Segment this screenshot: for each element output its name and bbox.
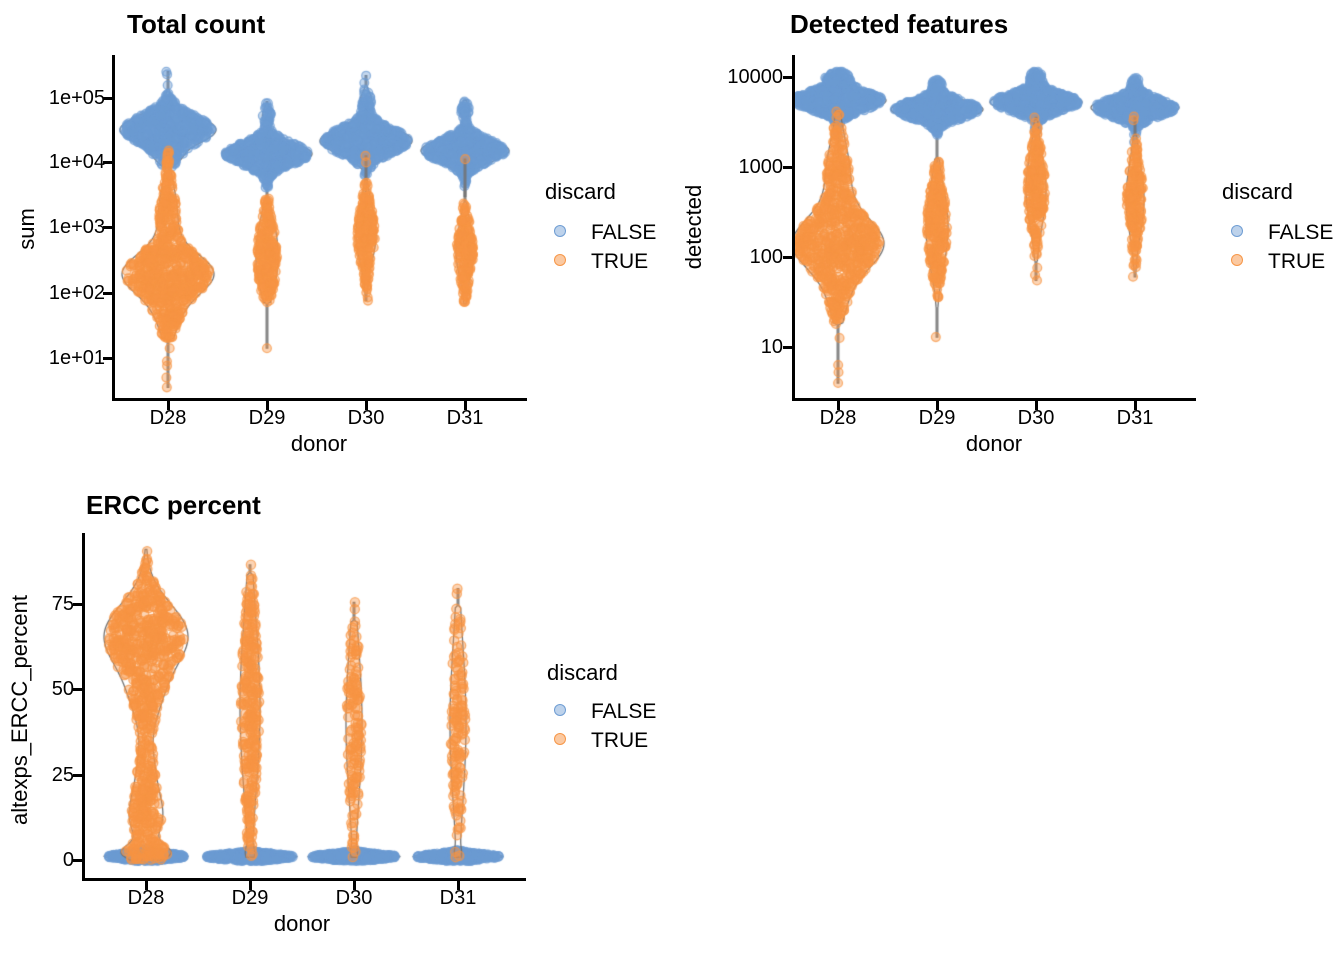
y-axis-line — [792, 55, 795, 401]
x-tick-label: D30 — [1017, 407, 1055, 429]
panel-canvas-1 — [795, 55, 1195, 401]
y-tick-mark — [103, 225, 112, 229]
y-tick-label: 50 — [51, 678, 74, 700]
panel-canvas-2 — [85, 533, 526, 878]
y-tick-mark — [103, 96, 112, 100]
x-tick-mark — [144, 881, 148, 890]
legend-false-label: FALSE — [1268, 221, 1334, 244]
legend-title: discard — [1222, 179, 1293, 204]
legend-false-label: FALSE — [591, 700, 657, 723]
panel-detected-xlabel: donor — [965, 431, 1023, 456]
panel-ercc-ylabel: altexps_ERCC_percent — [7, 595, 32, 825]
y-tick-mark — [73, 858, 82, 862]
y-tick-mark — [103, 356, 112, 360]
y-tick-label: 1e+02 — [48, 282, 105, 304]
legend-true-label: TRUE — [591, 729, 649, 752]
x-tick-mark — [265, 401, 269, 410]
y-tick-label: 25 — [51, 764, 74, 786]
x-tick-label: D28 — [149, 407, 187, 429]
y-tick-mark — [783, 345, 792, 349]
x-tick-label: D30 — [335, 887, 373, 909]
legend-true-dot — [554, 254, 566, 266]
y-tick-label: 75 — [51, 593, 74, 615]
x-tick-label: D28 — [127, 887, 165, 909]
x-tick-mark — [836, 401, 840, 410]
legend-true-label: TRUE — [591, 250, 649, 273]
panel-total-count-xlabel: donor — [290, 431, 348, 456]
legend-false-dot — [554, 704, 566, 716]
panel-ercc-xlabel: donor — [273, 911, 331, 936]
y-tick-label: 100 — [749, 246, 783, 268]
y-tick-label: 1e+03 — [48, 216, 105, 238]
legend-false-dot — [554, 225, 566, 237]
y-tick-label: 1e+05 — [48, 87, 105, 109]
panel-detected-title: Detected features — [790, 9, 1009, 39]
y-tick-mark — [103, 291, 112, 295]
panel-canvas-0 — [115, 55, 527, 401]
y-tick-label: 10000 — [727, 66, 783, 88]
y-tick-label: 10 — [760, 336, 783, 358]
x-tick-label: D30 — [347, 407, 385, 429]
x-tick-mark — [352, 881, 356, 890]
x-tick-mark — [1133, 401, 1137, 410]
x-tick-label: D28 — [819, 407, 857, 429]
x-tick-mark — [935, 401, 939, 410]
x-tick-label: D31 — [446, 407, 484, 429]
x-tick-mark — [463, 401, 467, 410]
legend-title: discard — [545, 179, 616, 204]
y-tick-label: 1e+04 — [48, 151, 105, 173]
y-tick-mark — [783, 255, 792, 259]
y-tick-label: 0 — [62, 849, 74, 871]
panel-detected-ylabel: detected — [681, 184, 706, 270]
y-tick-label: 1e+01 — [48, 347, 105, 369]
y-axis-line — [112, 55, 115, 401]
legend-false-dot — [1231, 225, 1243, 237]
y-tick-mark — [73, 687, 82, 691]
x-tick-label: D31 — [439, 887, 477, 909]
y-tick-mark — [783, 165, 792, 169]
legend-title: discard — [547, 660, 618, 685]
x-tick-mark — [1034, 401, 1038, 410]
x-tick-label: D29 — [231, 887, 269, 909]
y-tick-mark — [783, 75, 792, 79]
y-tick-mark — [103, 160, 112, 164]
x-tick-mark — [456, 881, 460, 890]
x-tick-mark — [364, 401, 368, 410]
x-tick-mark — [166, 401, 170, 410]
legend-true-label: TRUE — [1268, 250, 1326, 273]
y-tick-mark — [73, 602, 82, 606]
legend-false-label: FALSE — [591, 221, 657, 244]
y-tick-label: 1000 — [738, 156, 784, 178]
legend-true-dot — [1231, 254, 1243, 266]
x-tick-label: D31 — [1116, 407, 1154, 429]
y-tick-mark — [73, 773, 82, 777]
y-axis-line — [82, 533, 85, 881]
panel-total-count-title: Total count — [127, 9, 266, 39]
x-tick-label: D29 — [248, 407, 286, 429]
x-tick-label: D29 — [918, 407, 956, 429]
x-axis-line — [82, 878, 526, 881]
legend-true-dot — [554, 733, 566, 745]
panel-ercc-title: ERCC percent — [86, 490, 261, 520]
x-tick-mark — [248, 881, 252, 890]
